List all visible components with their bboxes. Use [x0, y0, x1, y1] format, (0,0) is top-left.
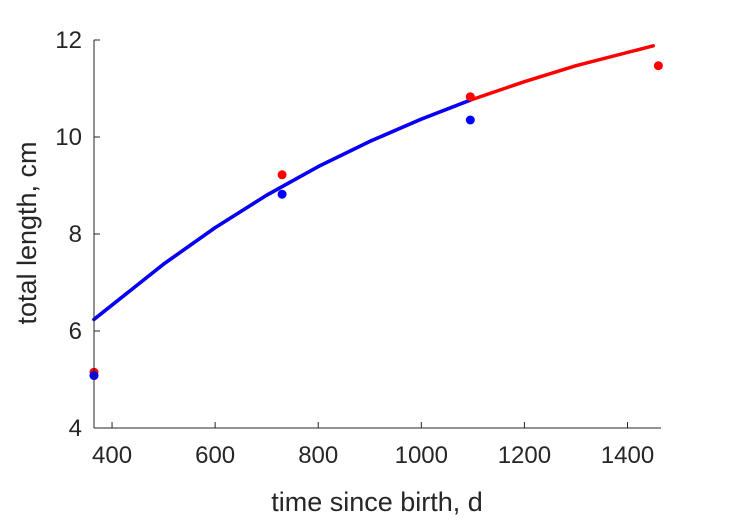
data-point-series-1-4: [653, 61, 663, 71]
y-axis-label: total length, cm: [12, 141, 42, 324]
plot-area: [89, 44, 663, 381]
data-point-series-1-2: [277, 170, 287, 180]
data-point-series-2-3: [465, 115, 475, 125]
y-tick-label: 4: [69, 415, 82, 442]
y-tick-label: 6: [69, 318, 82, 345]
fit-curve-1: [92, 44, 656, 322]
data-point-series-1-3: [465, 92, 475, 102]
x-tick-label: 1400: [601, 442, 654, 469]
x-tick-label: 400: [92, 442, 132, 469]
y-tick-label: 10: [55, 124, 82, 151]
x-tick-label: 800: [298, 442, 338, 469]
fit-curve-2: [92, 98, 473, 322]
x-tick-label: 600: [195, 442, 235, 469]
data-point-series-2-2: [277, 189, 287, 199]
x-tick-label: 1200: [498, 442, 551, 469]
axes: 400 600 800 1000 1200 1400 4 6 8 10 12: [55, 27, 661, 469]
x-axis-label: time since birth, d: [271, 487, 483, 517]
y-tick-label: 12: [55, 27, 82, 54]
y-tick-label: 8: [69, 221, 82, 248]
x-tick-label: 1000: [395, 442, 448, 469]
